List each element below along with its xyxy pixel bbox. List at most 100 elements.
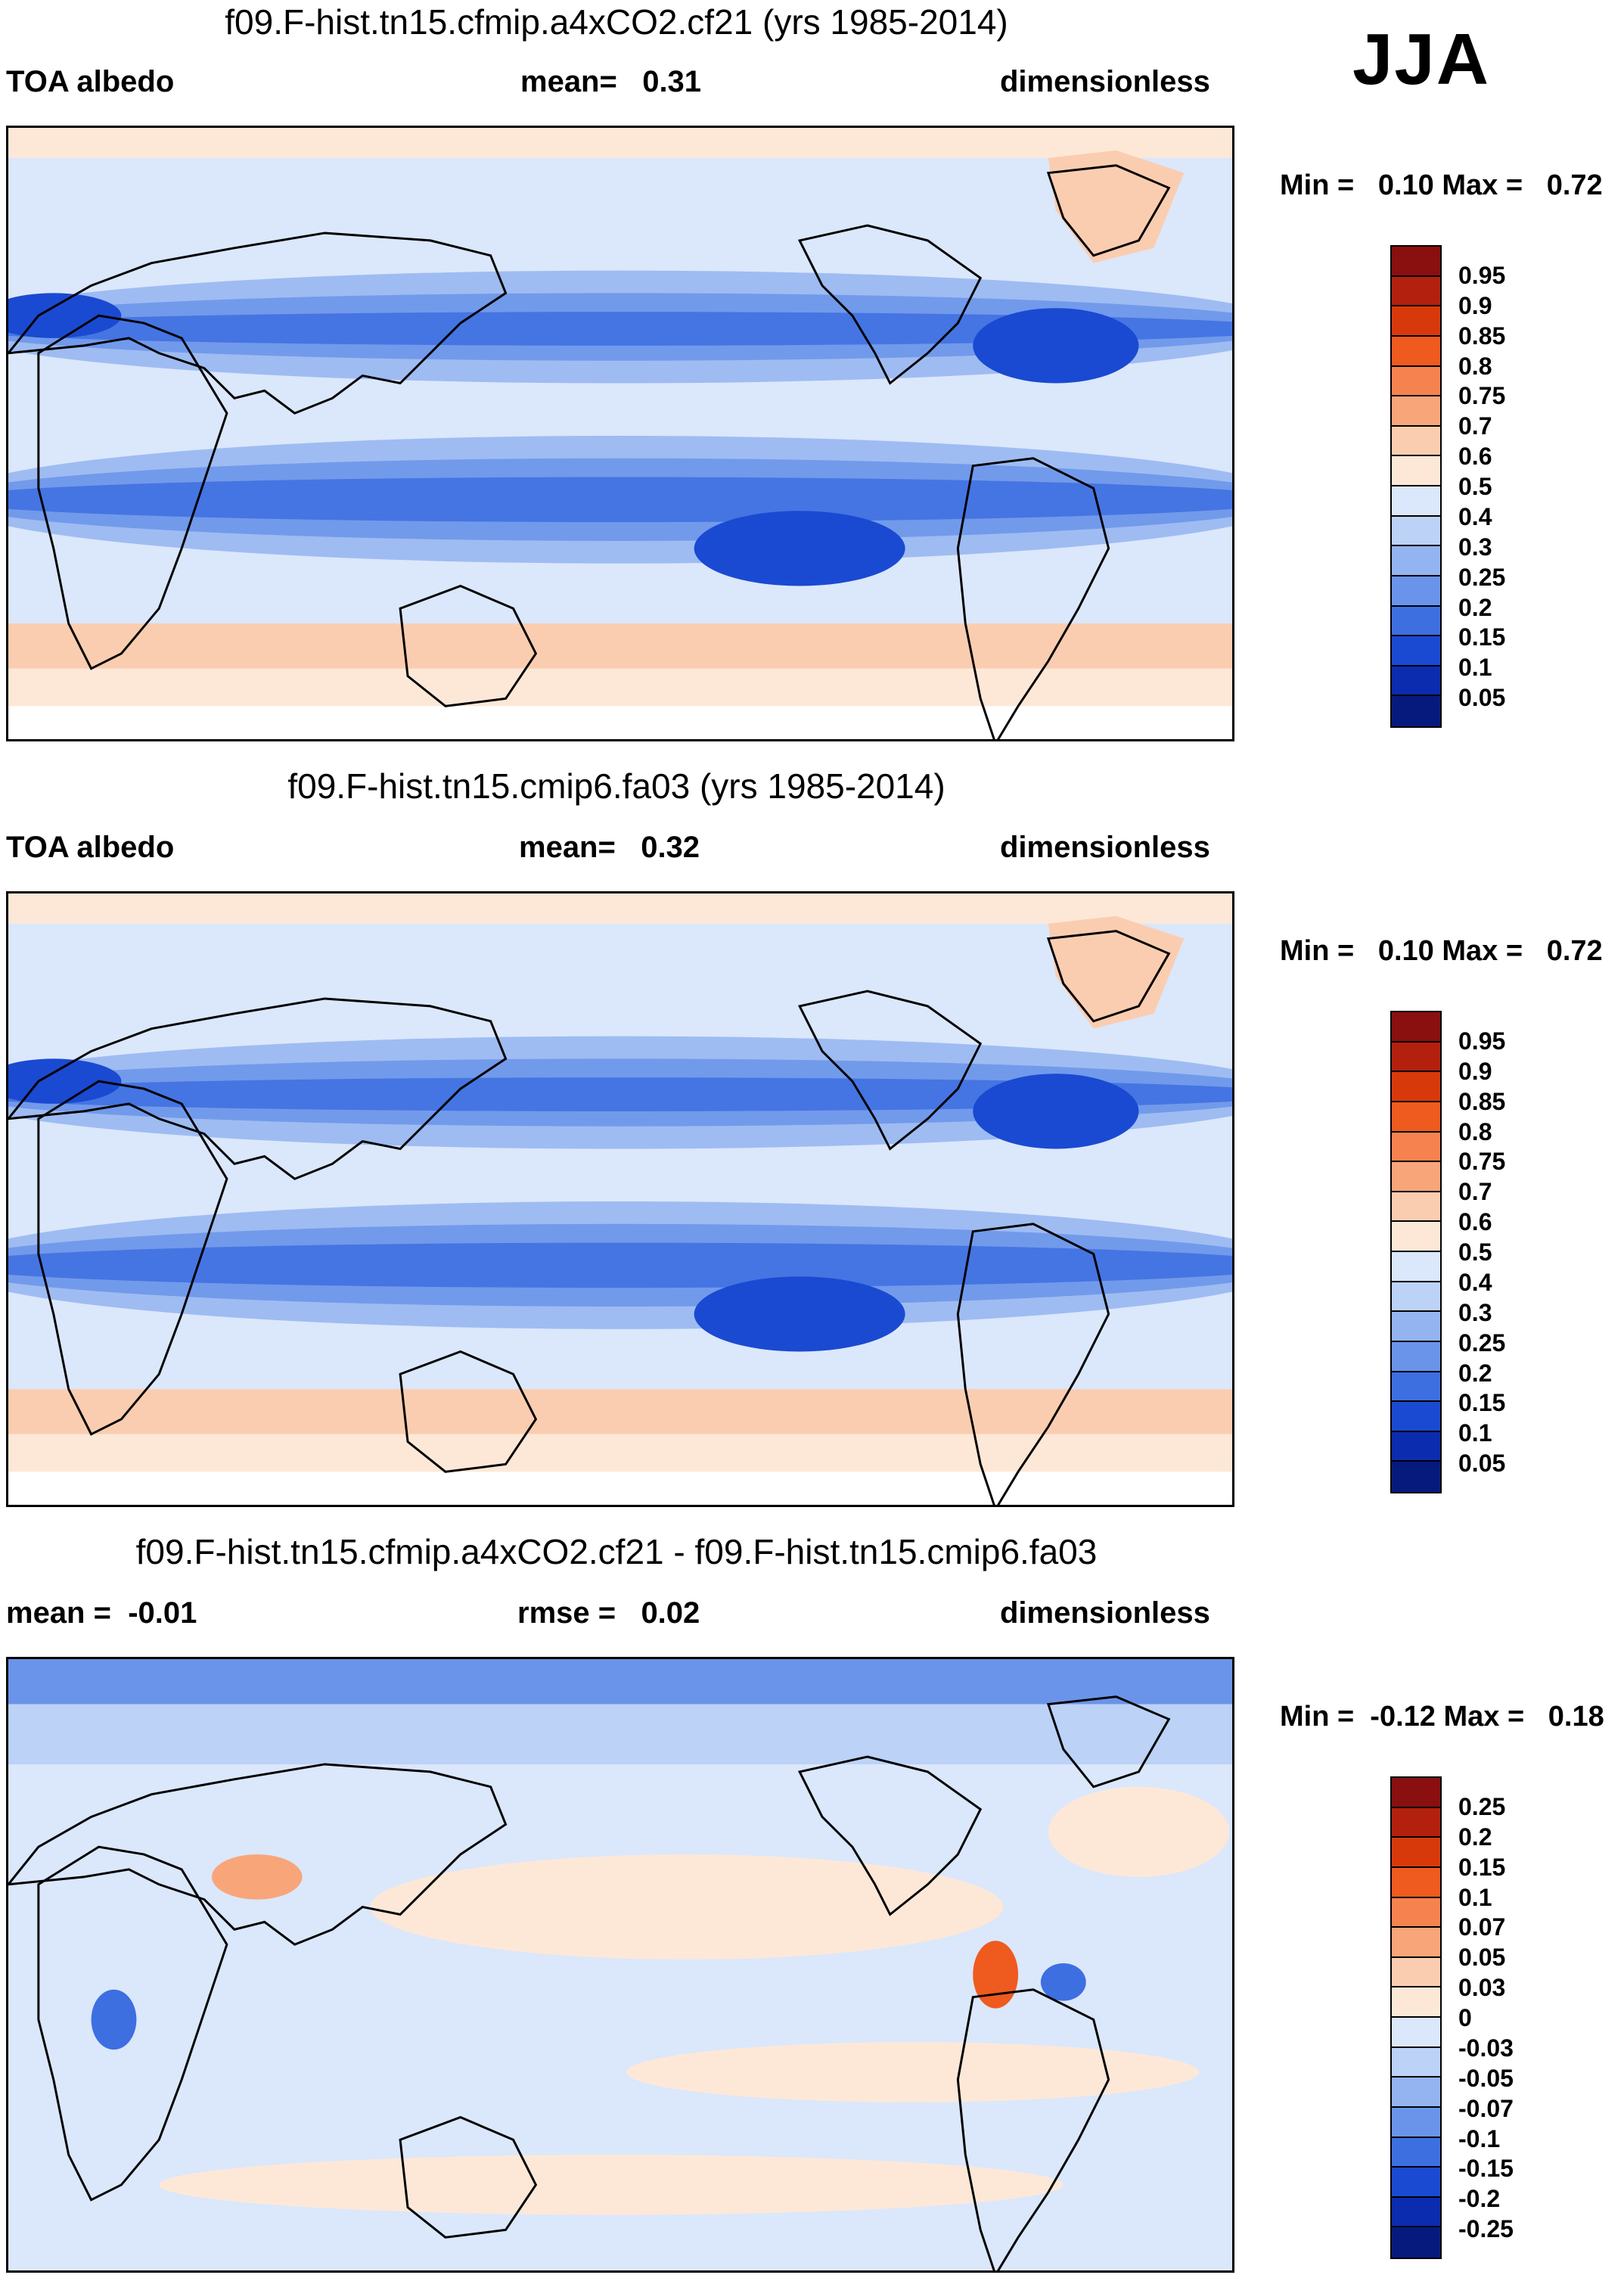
map-coastline — [797, 990, 983, 1151]
colorbar-tick-label: 0 — [1458, 2004, 1472, 2031]
map-positive-anomaly — [159, 2155, 1064, 2215]
panel-1-min-max: Min = 0.10 Max = 0.72 — [1280, 169, 1603, 201]
map-svg — [8, 128, 1232, 739]
colorbar-tick-label: -0.2 — [1458, 2185, 1501, 2213]
map-svg — [8, 893, 1232, 1505]
colorbar-cell — [1392, 696, 1440, 726]
panel-1-units-label: dimensionless — [1000, 65, 1210, 98]
map-coastline — [1046, 930, 1171, 1023]
colorbar-cell — [1392, 306, 1440, 337]
colorbar-tick-label: 0.4 — [1458, 502, 1492, 530]
colorbar-tick-label: 0.25 — [1458, 1329, 1506, 1357]
map-coastline — [37, 1845, 228, 2202]
colorbar-tick-label: 0.1 — [1458, 1883, 1492, 1911]
colorbar-tick-label: 0.7 — [1458, 412, 1492, 440]
map-dark-region — [973, 1074, 1139, 1149]
colorbar-cell — [1392, 2168, 1440, 2198]
map-polar-cap — [8, 706, 1232, 739]
panel-2-title: f09.F-hist.tn15.cmip6.fa03 (yrs 1985-201… — [287, 766, 946, 806]
panel-1-map — [6, 126, 1234, 741]
map-coastline — [797, 1755, 983, 1916]
map-greenland-fill — [1048, 150, 1185, 263]
colorbar-cell — [1392, 1928, 1440, 1958]
colorbar-tick-label: 0.2 — [1458, 1823, 1492, 1851]
colorbar-tick-label: 0.07 — [1458, 1913, 1506, 1941]
map-coastline — [8, 1763, 508, 1946]
colorbar-cell — [1392, 366, 1440, 397]
colorbar-cell — [1392, 1778, 1440, 1808]
colorbar-tick-label: 0.5 — [1458, 473, 1492, 500]
map-coastline — [797, 224, 983, 385]
colorbar-cell — [1392, 1012, 1440, 1043]
map-dark-region — [694, 1276, 905, 1352]
map-coastline — [399, 584, 538, 707]
map-dark-region — [973, 308, 1139, 384]
map-coastline — [956, 1988, 1110, 2270]
colorbar-cell — [1392, 2197, 1440, 2228]
colorbar-tick-label: -0.03 — [1458, 2034, 1514, 2062]
colorbar-cell — [1392, 666, 1440, 697]
map-albedo-band — [8, 1077, 1232, 1111]
colorbar-cell — [1392, 2137, 1440, 2168]
colorbar-cell — [1392, 1402, 1440, 1432]
colorbar-tick-label: 0.25 — [1458, 1792, 1506, 1820]
panel-2-variable-label: TOA albedo — [6, 831, 175, 864]
colorbar-cell — [1392, 2078, 1440, 2108]
colorbar-tick-label: 0.3 — [1458, 1298, 1492, 1326]
map-coastline — [37, 1080, 228, 1436]
map-dark-region — [8, 1058, 122, 1104]
season-label: JJA — [1352, 19, 1491, 100]
map-positive-anomaly — [370, 1854, 1004, 1960]
panel-3-colorbar — [1390, 1776, 1442, 2259]
map-albedo-band — [8, 312, 1232, 346]
map-svg — [8, 1659, 1232, 2270]
colorbar-cell — [1392, 1987, 1440, 2018]
colorbar-cell — [1392, 1957, 1440, 1988]
panel-2-min-max: Min = 0.10 Max = 0.72 — [1280, 935, 1603, 967]
colorbar-tick-label: -0.05 — [1458, 2064, 1514, 2092]
colorbar-cell — [1392, 1042, 1440, 1073]
colorbar-cell — [1392, 1252, 1440, 1282]
colorbar-cell — [1392, 2107, 1440, 2138]
colorbar-cell — [1392, 1282, 1440, 1313]
map-albedo-band — [8, 477, 1232, 523]
map-greenland-fill — [1048, 915, 1185, 1029]
map-coastline — [1046, 164, 1171, 257]
colorbar-cell — [1392, 1867, 1440, 1898]
colorbar-tick-label: 0.85 — [1458, 322, 1506, 350]
map-dark-region — [8, 293, 122, 338]
colorbar-cell — [1392, 2227, 1440, 2258]
colorbar-cell — [1392, 247, 1440, 277]
colorbar-cell — [1392, 1897, 1440, 1928]
colorbar-cell — [1392, 516, 1440, 547]
panel-1-mean-label: mean= 0.31 — [520, 65, 702, 98]
panel-3-colorbar-ticks: 0.25 0.2 0.15 0.1 0.07 0.05 0.03 0 -0.03 -0.05 -0.… — [1458, 1776, 1610, 2259]
map-negative-anomaly — [1040, 1963, 1086, 2001]
panel-1-title: f09.F-hist.tn15.cfmip.a4xCO2.cf21 (yrs 1… — [225, 2, 1008, 42]
map-positive-anomaly — [212, 1854, 303, 1900]
colorbar-cell — [1392, 486, 1440, 517]
colorbar-tick-label: 0.75 — [1458, 382, 1506, 410]
colorbar-cell — [1392, 1132, 1440, 1163]
map-positive-anomaly — [973, 1941, 1019, 2009]
map-coastline — [1046, 1695, 1171, 1789]
colorbar-tick-label: 0.95 — [1458, 1027, 1506, 1055]
colorbar-tick-label: -0.25 — [1458, 2215, 1514, 2243]
panel-1-colorbar — [1390, 245, 1442, 728]
colorbar-cell — [1392, 2018, 1440, 2048]
colorbar-tick-label: 0.15 — [1458, 1853, 1506, 1881]
map-positive-anomaly — [626, 2042, 1200, 2102]
colorbar-tick-label: -0.1 — [1458, 2124, 1501, 2152]
colorbar-cell — [1392, 1162, 1440, 1192]
colorbar-tick-label: 0.8 — [1458, 352, 1492, 380]
colorbar-tick-label: 0.3 — [1458, 533, 1492, 561]
map-polar-cap — [8, 1472, 1232, 1505]
map-arctic-band — [8, 893, 1232, 924]
colorbar-tick-label: 0.2 — [1458, 1359, 1492, 1387]
map-coastline — [399, 1350, 538, 1473]
colorbar-cell — [1392, 1341, 1440, 1372]
colorbar-cell — [1392, 606, 1440, 637]
colorbar-cell — [1392, 2047, 1440, 2078]
panel-2-mean-label: mean= 0.32 — [519, 831, 700, 864]
colorbar-tick-label: 0.2 — [1458, 593, 1492, 621]
